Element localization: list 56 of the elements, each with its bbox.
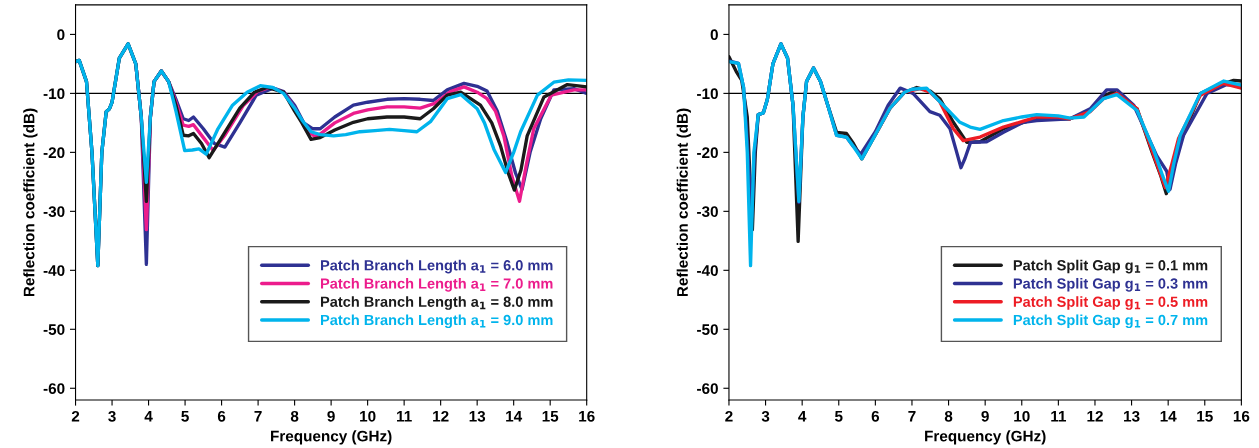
y-tick-label: -50 <box>697 324 718 335</box>
x-tick-label: 10 <box>360 410 376 422</box>
x-tick-label: 3 <box>108 410 116 422</box>
x-tick-label: 12 <box>1087 410 1103 422</box>
x-tick-label: 16 <box>579 410 595 422</box>
y-tick-label: -60 <box>43 383 65 394</box>
y-tick-label: -20 <box>43 147 65 159</box>
x-tick-label: 9 <box>327 410 335 422</box>
legend-label: Patch Split Gap g$_{1}$ = 0.1 mm <box>1013 259 1208 274</box>
x-tick-label: 8 <box>290 410 299 422</box>
x-axis-title: Frequency (GHz) <box>925 430 1046 445</box>
x-tick-label: 11 <box>1051 411 1067 422</box>
y-tick-label: -60 <box>697 383 718 394</box>
y-tick-label: 0 <box>710 29 718 41</box>
x-tick-label: 8 <box>944 410 953 422</box>
y-tick-label: -40 <box>697 265 718 276</box>
x-tick-label: 15 <box>542 411 559 422</box>
y-tick-label: -50 <box>43 324 65 335</box>
legend-label: Patch Split Gap g$_{1}$ = 0.3 mm <box>1013 277 1208 292</box>
x-axis-title: Frequency (GHz) <box>271 430 392 445</box>
y-tick-label: -30 <box>43 206 65 218</box>
x-tick-label: 5 <box>834 411 843 422</box>
legend-label: Patch Split Gap g$_{1}$ = 0.7 mm <box>1013 314 1208 329</box>
x-tick-label: 16 <box>1233 410 1250 422</box>
x-tick-label: 7 <box>908 411 916 422</box>
y-tick-label: -30 <box>697 206 718 218</box>
y-tick-label: -10 <box>43 88 65 100</box>
legend-label: Patch Split Gap g$_{1}$ = 0.5 mm <box>1013 296 1208 310</box>
x-tick-label: 7 <box>254 411 262 422</box>
x-tick-label: 11 <box>397 411 412 422</box>
y-tick-label: -20 <box>697 147 718 159</box>
x-tick-label: 13 <box>1124 410 1140 422</box>
x-tick-label: 13 <box>469 410 486 422</box>
x-tick-label: 4 <box>798 411 807 422</box>
x-tick-label: 15 <box>1197 411 1213 422</box>
x-tick-label: 6 <box>871 410 880 422</box>
x-tick-label: 4 <box>144 411 153 422</box>
x-tick-label: 3 <box>761 410 770 422</box>
x-tick-label: 9 <box>981 410 989 422</box>
x-tick-label: 2 <box>71 410 80 422</box>
y-tick-label: 0 <box>57 29 65 41</box>
x-tick-label: 14 <box>506 411 523 422</box>
legend-label: Patch Branch Length a$_{1}$ = 6.0 mm <box>320 259 553 274</box>
legend-label: Patch Branch Length a$_{1}$ = 8.0 mm <box>320 296 553 310</box>
legend-label: Patch Branch Length a$_{1}$ = 7.0 mm <box>320 277 553 292</box>
legend-label: Patch Branch Length a$_{1}$ = 9.0 mm <box>320 314 553 329</box>
x-tick-label: 10 <box>1014 410 1030 422</box>
y-axis-title: Reflection coefficient (dB) <box>676 108 691 297</box>
y-tick-label: -10 <box>697 88 718 100</box>
y-tick-label: -40 <box>43 265 65 276</box>
x-tick-label: 6 <box>217 410 226 422</box>
y-axis-title: Reflection coefficient (dB) <box>23 108 38 297</box>
x-tick-label: 5 <box>181 411 189 422</box>
x-tick-label: 12 <box>433 410 449 422</box>
x-tick-label: 14 <box>1160 411 1177 422</box>
x-tick-label: 2 <box>725 410 733 422</box>
